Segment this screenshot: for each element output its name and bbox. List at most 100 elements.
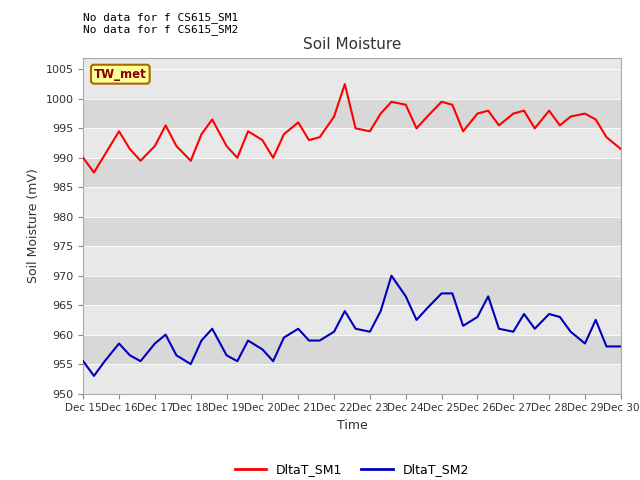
DltaT_SM1	[424, 114, 431, 120]
DltaT_SM1	[126, 146, 134, 152]
DltaT_SM2	[388, 273, 396, 278]
Line: DltaT_SM2: DltaT_SM2	[83, 276, 621, 376]
DltaT_SM2	[581, 341, 589, 347]
DltaT_SM2	[366, 329, 374, 335]
DltaT_SM1	[484, 108, 492, 114]
DltaT_SM2	[305, 337, 313, 343]
DltaT_SM2	[402, 293, 410, 299]
DltaT_SM2	[244, 337, 252, 343]
DltaT_SM1	[495, 122, 503, 128]
Bar	[83, 187, 621, 217]
DltaT_SM1	[545, 108, 553, 114]
DltaT_SM2	[484, 293, 492, 299]
DltaT_SM1	[592, 117, 600, 122]
DltaT_SM1	[341, 81, 349, 87]
DltaT_SM2	[101, 358, 109, 364]
DltaT_SM2	[137, 358, 145, 364]
DltaT_SM1	[474, 111, 481, 117]
DltaT_SM2	[151, 341, 159, 347]
DltaT_SM1	[234, 155, 241, 161]
Bar	[83, 217, 621, 246]
DltaT_SM2	[187, 361, 195, 367]
DltaT_SM1	[460, 129, 467, 134]
DltaT_SM1	[402, 102, 410, 108]
Text: No data for f CS615_SM1: No data for f CS615_SM1	[83, 12, 239, 23]
DltaT_SM2	[474, 314, 481, 320]
DltaT_SM1	[509, 111, 517, 117]
DltaT_SM2	[223, 352, 230, 358]
DltaT_SM2	[617, 344, 625, 349]
DltaT_SM1	[617, 146, 625, 152]
DltaT_SM1	[567, 114, 575, 120]
DltaT_SM2	[377, 308, 385, 314]
Bar	[83, 158, 621, 187]
Bar	[83, 128, 621, 158]
DltaT_SM2	[173, 352, 180, 358]
Text: TW_met: TW_met	[94, 68, 147, 81]
DltaT_SM1	[173, 143, 180, 149]
DltaT_SM2	[438, 290, 445, 296]
DltaT_SM1	[603, 134, 611, 140]
DltaT_SM1	[244, 129, 252, 134]
DltaT_SM2	[531, 326, 539, 332]
DltaT_SM1	[162, 122, 170, 128]
DltaT_SM1	[79, 155, 87, 161]
DltaT_SM2	[198, 337, 205, 343]
DltaT_SM2	[269, 358, 277, 364]
DltaT_SM1	[294, 120, 302, 125]
Legend: DltaT_SM1, DltaT_SM2: DltaT_SM1, DltaT_SM2	[230, 458, 474, 480]
DltaT_SM1	[198, 132, 205, 137]
DltaT_SM2	[316, 337, 324, 343]
DltaT_SM1	[259, 137, 266, 143]
DltaT_SM2	[341, 308, 349, 314]
DltaT_SM1	[520, 108, 528, 114]
DltaT_SM2	[460, 323, 467, 329]
DltaT_SM1	[280, 132, 288, 137]
Bar	[83, 364, 621, 394]
DltaT_SM1	[115, 129, 123, 134]
DltaT_SM2	[162, 332, 170, 337]
DltaT_SM2	[209, 326, 216, 332]
DltaT_SM1	[151, 143, 159, 149]
DltaT_SM1	[90, 169, 98, 175]
DltaT_SM1	[269, 155, 277, 161]
DltaT_SM2	[413, 317, 420, 323]
X-axis label: Time: Time	[337, 419, 367, 432]
DltaT_SM2	[545, 311, 553, 317]
DltaT_SM1	[352, 125, 360, 131]
DltaT_SM1	[101, 152, 109, 158]
Bar	[83, 246, 621, 276]
DltaT_SM1	[209, 117, 216, 122]
DltaT_SM2	[234, 358, 241, 364]
DltaT_SM2	[330, 329, 338, 335]
DltaT_SM1	[187, 158, 195, 164]
DltaT_SM1	[556, 122, 564, 128]
Bar	[83, 305, 621, 335]
DltaT_SM2	[592, 317, 600, 323]
DltaT_SM2	[259, 347, 266, 352]
DltaT_SM1	[449, 102, 456, 108]
DltaT_SM1	[377, 111, 385, 117]
DltaT_SM1	[388, 99, 396, 105]
DltaT_SM1	[438, 99, 445, 105]
DltaT_SM2	[115, 341, 123, 347]
DltaT_SM2	[79, 358, 87, 364]
Text: No data for f CS615_SM2: No data for f CS615_SM2	[83, 24, 239, 35]
DltaT_SM1	[137, 158, 145, 164]
Bar	[83, 276, 621, 305]
DltaT_SM1	[316, 134, 324, 140]
DltaT_SM1	[366, 129, 374, 134]
DltaT_SM2	[603, 344, 611, 349]
Line: DltaT_SM1: DltaT_SM1	[83, 84, 621, 172]
DltaT_SM2	[126, 352, 134, 358]
DltaT_SM1	[330, 114, 338, 120]
DltaT_SM2	[495, 326, 503, 332]
DltaT_SM2	[520, 311, 528, 317]
DltaT_SM2	[424, 305, 431, 311]
DltaT_SM1	[581, 111, 589, 117]
DltaT_SM2	[280, 335, 288, 340]
DltaT_SM2	[449, 290, 456, 296]
Y-axis label: Soil Moisture (mV): Soil Moisture (mV)	[27, 168, 40, 283]
Bar	[83, 99, 621, 128]
DltaT_SM2	[352, 326, 360, 332]
